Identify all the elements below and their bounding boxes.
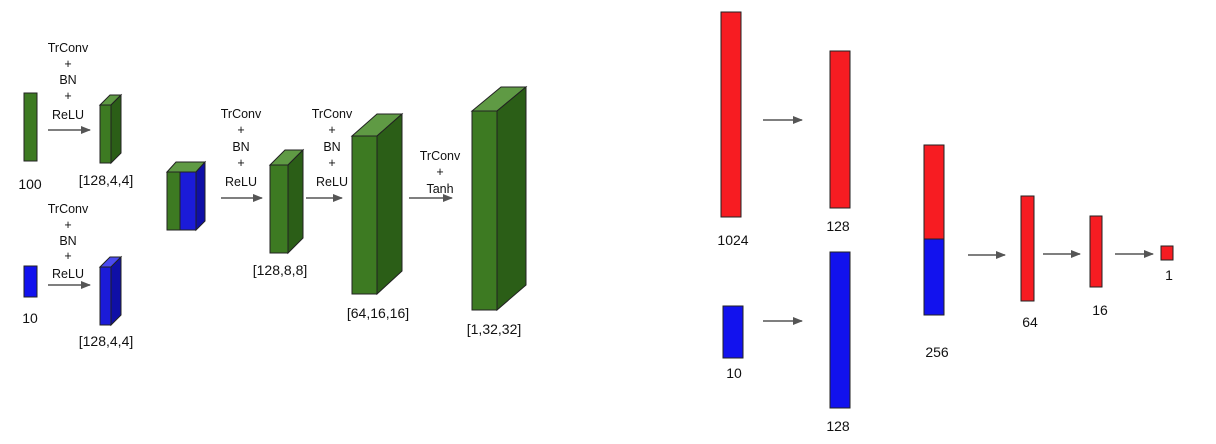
op-line: BN [59, 73, 76, 87]
noise-feature-block [98, 93, 123, 165]
noise-size-label: 100 [18, 176, 42, 192]
block3-shape-label: [64,16,16] [347, 305, 409, 321]
op-line: BN [232, 140, 249, 154]
concatenated-block [165, 160, 207, 232]
op-line: + [64, 89, 71, 103]
op-trconv-bn-relu-noise: TrConv + BN + ReLU [48, 41, 89, 122]
concatenated-layer [923, 144, 945, 316]
class-feature-block [98, 255, 123, 327]
op-line: TrConv [48, 41, 89, 55]
hidden-64-size-label: 64 [1022, 314, 1038, 330]
op-trconv-tanh: TrConv + Tanh [420, 149, 461, 196]
op-line: ReLU [52, 108, 84, 122]
op-line: ReLU [52, 267, 84, 281]
op-line: + [64, 57, 71, 71]
op-line: TrConv [48, 202, 89, 216]
op-trconv-bn-relu-l3: TrConv + BN + ReLU [312, 107, 353, 189]
class-hidden-layer [829, 251, 851, 409]
concatenated-size-label: 256 [925, 344, 949, 360]
output-image-block [470, 85, 528, 312]
op-line: + [237, 156, 244, 170]
op-line: + [436, 165, 443, 179]
noise-block-shape-label: [128,4,4] [79, 172, 134, 188]
class-hidden-size-label: 128 [826, 418, 850, 434]
op-line: BN [59, 234, 76, 248]
op-line: + [328, 123, 335, 137]
output-size-label: 1 [1165, 267, 1173, 283]
op-line: BN [323, 140, 340, 154]
op-line: TrConv [420, 149, 461, 163]
op-trconv-bn-relu-class: TrConv + BN + ReLU [48, 202, 89, 281]
op-line: TrConv [221, 107, 262, 121]
image-input-size-label: 1024 [717, 232, 748, 248]
class-vector [23, 265, 38, 298]
op-line: Tanh [426, 182, 453, 196]
class-input-layer [722, 305, 744, 359]
op-trconv-bn-relu-l2: TrConv + BN + ReLU [221, 107, 262, 189]
discriminator: 1024 128 10 128 256 64 16 1 [717, 11, 1174, 434]
op-line: ReLU [316, 175, 348, 189]
hidden-layer-64 [1020, 195, 1035, 302]
image-hidden-layer [829, 50, 851, 209]
image-hidden-size-label: 128 [826, 218, 850, 234]
op-line: ReLU [225, 175, 257, 189]
feature-block-64x16x16 [350, 112, 404, 296]
class-input-size-label: 10 [726, 365, 742, 381]
class-block-shape-label: [128,4,4] [79, 333, 134, 349]
output-layer [1160, 245, 1174, 261]
block2-shape-label: [128,8,8] [253, 262, 308, 278]
feature-block-128x8x8 [268, 148, 305, 255]
generator: 100 TrConv + BN + ReLU [128,4,4] 10 TrCo… [18, 41, 528, 349]
op-line: + [64, 249, 71, 263]
op-line: + [237, 123, 244, 137]
noise-vector [23, 92, 38, 162]
op-line: TrConv [312, 107, 353, 121]
class-size-label: 10 [22, 310, 38, 326]
op-line: + [64, 218, 71, 232]
hidden-layer-16 [1089, 215, 1103, 288]
hidden-16-size-label: 16 [1092, 302, 1108, 318]
output-shape-label: [1,32,32] [467, 321, 522, 337]
op-line: + [328, 156, 335, 170]
image-input-layer [720, 11, 742, 218]
